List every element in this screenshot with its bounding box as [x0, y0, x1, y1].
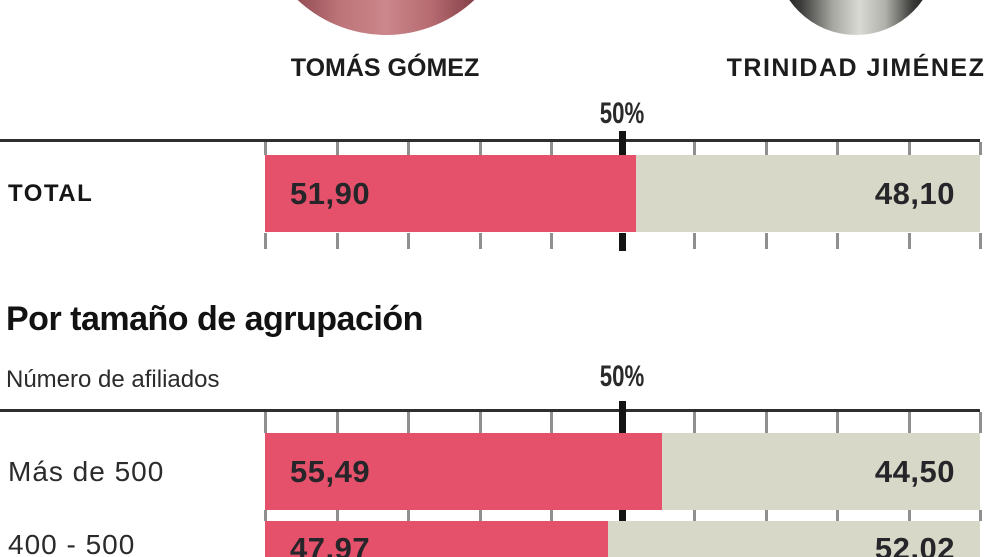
axis-tick — [550, 142, 553, 155]
axis-tick — [907, 412, 911, 433]
axis-tick — [264, 142, 267, 155]
section-subtitle: Número de afiliados — [6, 366, 220, 393]
axis-line-groups — [0, 409, 980, 412]
bar-row-mas-de-500: Más de 500 55,49 44,50 — [0, 433, 990, 510]
bar-value-left: 47,97 — [290, 531, 371, 557]
trinidad-jimenez-photo — [775, 0, 937, 35]
axis-tick — [979, 142, 982, 155]
bar-value-right: 48,10 — [874, 175, 955, 211]
fifty-percent-marker-groups-top — [619, 401, 626, 433]
bar-row-400-500: 400 - 500 47,97 52,02 — [0, 521, 990, 557]
axis-tick — [407, 412, 410, 433]
axis-tick — [764, 233, 768, 249]
bar-segment-trinidad-jimenez: 52,02 — [607, 521, 980, 557]
fifty-percent-marker-groups-gap — [619, 510, 626, 521]
fifty-percent-label-total: 50% — [599, 97, 645, 130]
tick-row-total-top — [264, 142, 982, 155]
axis-tick — [264, 233, 267, 249]
axis-tick — [335, 510, 339, 521]
axis-tick — [550, 412, 553, 433]
axis-tick — [836, 412, 839, 433]
axis-tick — [979, 412, 982, 433]
fifty-percent-marker-total-top — [619, 131, 626, 157]
axis-tick — [764, 412, 768, 433]
axis-tick — [550, 233, 553, 249]
tick-row-groups-gap — [264, 510, 982, 521]
axis-tick — [693, 233, 696, 249]
bar-value-left: 55,49 — [290, 453, 371, 489]
section-title: Por tamaño de agrupación — [6, 300, 423, 338]
bar-segment-trinidad-jimenez: 44,50 — [661, 433, 980, 510]
fifty-percent-label-groups: 50% — [599, 360, 645, 393]
axis-line-total — [0, 139, 980, 142]
axis-tick — [407, 233, 410, 249]
axis-tick — [335, 142, 339, 155]
candidate-name-left: TOMÁS GÓMEZ — [290, 54, 480, 82]
bar-value-right: 44,50 — [874, 453, 955, 489]
axis-tick — [907, 233, 911, 249]
stacked-bar-total: 51,90 48,10 — [265, 155, 980, 232]
axis-tick — [478, 233, 482, 249]
row-label-mas-de-500: Más de 500 — [8, 455, 165, 487]
axis-tick — [907, 142, 911, 155]
candidate-name-right: TRINIDAD JIMÉNEZ — [726, 54, 986, 82]
axis-tick — [407, 142, 410, 155]
axis-tick — [335, 233, 339, 249]
fifty-percent-marker-total-bottom — [619, 233, 626, 251]
tick-row-total-bottom — [264, 233, 982, 249]
axis-tick — [335, 412, 339, 433]
bar-value-right: 52,02 — [874, 531, 955, 557]
axis-tick — [407, 510, 410, 521]
row-label-total: TOTAL — [8, 179, 94, 207]
axis-tick — [550, 510, 553, 521]
axis-tick — [764, 142, 768, 155]
axis-tick — [478, 412, 482, 433]
axis-tick — [836, 142, 839, 155]
axis-tick — [836, 510, 839, 521]
axis-tick — [979, 233, 982, 249]
axis-tick — [979, 510, 982, 521]
axis-tick — [264, 510, 267, 521]
bar-segment-tomas-gomez: 51,90 — [265, 155, 637, 232]
bar-row-total: TOTAL 51,90 48,10 — [0, 155, 990, 232]
stacked-bar-400-500: 47,97 52,02 — [265, 521, 980, 557]
bar-segment-tomas-gomez: 55,49 — [265, 433, 662, 510]
tick-row-groups-top — [264, 412, 982, 433]
bar-segment-trinidad-jimenez: 48,10 — [636, 155, 980, 232]
bar-segment-tomas-gomez: 47,97 — [265, 521, 608, 557]
axis-tick — [764, 510, 768, 521]
axis-tick — [693, 142, 696, 155]
bar-value-left: 51,90 — [290, 175, 371, 211]
stacked-bar-mas-de-500: 55,49 44,50 — [265, 433, 980, 510]
axis-tick — [478, 142, 482, 155]
axis-tick — [693, 510, 696, 521]
axis-tick — [836, 233, 839, 249]
axis-tick — [693, 412, 696, 433]
axis-tick — [907, 510, 911, 521]
row-label-400-500: 400 - 500 — [8, 529, 136, 557]
axis-tick — [264, 412, 267, 433]
axis-tick — [478, 510, 482, 521]
tomas-gomez-photo — [257, 0, 515, 35]
